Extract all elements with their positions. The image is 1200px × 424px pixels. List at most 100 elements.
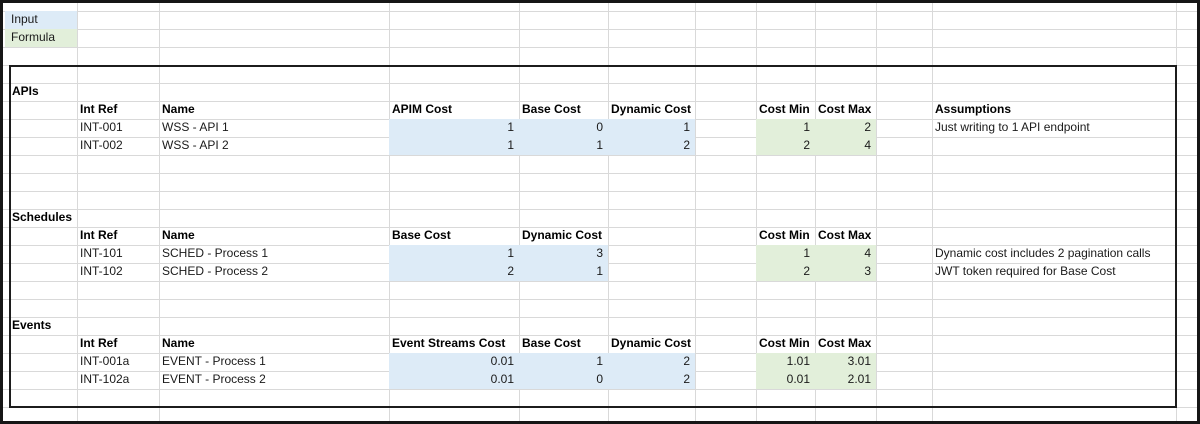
- header-name[interactable]: Name: [162, 336, 195, 350]
- cell-dynamic-cost[interactable]: 3: [596, 246, 603, 260]
- cell-int-ref[interactable]: INT-102a: [80, 372, 130, 386]
- empty-cell[interactable]: [932, 227, 1174, 245]
- empty-cell[interactable]: [608, 263, 695, 281]
- empty-cell[interactable]: [876, 245, 932, 263]
- table-row: INT-001a EVENT - Process 1 0.01 1 2 1.01…: [77, 353, 1174, 371]
- cell-dynamic-cost[interactable]: 2: [683, 372, 690, 386]
- header-int-ref[interactable]: Int Ref: [80, 336, 118, 350]
- cell-apim-cost[interactable]: 1: [507, 120, 514, 134]
- empty-cell[interactable]: [695, 101, 756, 119]
- cell-dynamic-cost[interactable]: 1: [683, 120, 690, 134]
- cell-cost-min[interactable]: 1.01: [786, 354, 810, 368]
- empty-cell[interactable]: [876, 119, 932, 137]
- header-cost-min[interactable]: Cost Min: [759, 336, 810, 350]
- cell-name[interactable]: SCHED - Process 2: [162, 264, 269, 278]
- empty-cell[interactable]: [695, 263, 756, 281]
- empty-cell[interactable]: [876, 137, 932, 155]
- cell-int-ref[interactable]: INT-101: [80, 246, 123, 260]
- header-cost-min[interactable]: Cost Min: [759, 102, 810, 116]
- cell-cost-max[interactable]: 4: [864, 138, 871, 152]
- header-base-cost[interactable]: Base Cost: [522, 102, 581, 116]
- empty-cell[interactable]: [932, 335, 1174, 353]
- empty-cell[interactable]: [876, 263, 932, 281]
- cell-dynamic-cost[interactable]: 1: [596, 264, 603, 278]
- cell-assumption[interactable]: JWT token required for Base Cost: [935, 264, 1116, 278]
- cell-base-cost[interactable]: 1: [507, 246, 514, 260]
- empty-cell[interactable]: [876, 227, 932, 245]
- cell-dynamic-cost[interactable]: 2: [683, 138, 690, 152]
- gridline-col-a: [77, 3, 78, 421]
- cell-name[interactable]: EVENT - Process 1: [162, 354, 266, 368]
- header-dynamic-cost[interactable]: Dynamic Cost: [611, 102, 692, 116]
- empty-cell[interactable]: [876, 371, 932, 389]
- header-int-ref[interactable]: Int Ref: [80, 102, 118, 116]
- empty-cell[interactable]: [876, 335, 932, 353]
- header-assumptions[interactable]: Assumptions: [935, 102, 1012, 116]
- empty-cell[interactable]: [695, 227, 756, 245]
- cell-cost-min[interactable]: 2: [803, 138, 810, 152]
- empty-cell[interactable]: [608, 245, 695, 263]
- cell-cost-max[interactable]: 4: [864, 246, 871, 260]
- cell-apim-cost[interactable]: 1: [507, 138, 514, 152]
- legend-formula-cell[interactable]: Formula: [5, 29, 77, 47]
- cell-base-cost[interactable]: 1: [596, 138, 603, 152]
- cell-int-ref[interactable]: INT-102: [80, 264, 123, 278]
- cell-cost-min[interactable]: 1: [803, 246, 810, 260]
- header-cost-max[interactable]: Cost Max: [818, 336, 872, 350]
- apis-header-row: Int Ref Name APIM Cost Base Cost Dynamic…: [77, 101, 1174, 119]
- header-event-streams-cost[interactable]: Event Streams Cost: [392, 336, 506, 350]
- horizontal-gridlines: [3, 3, 1197, 421]
- section-title-schedules[interactable]: Schedules: [12, 210, 73, 224]
- cell-cost-max[interactable]: 3.01: [847, 354, 871, 368]
- cell-assumption[interactable]: Just writing to 1 API endpoint: [935, 120, 1090, 134]
- header-name[interactable]: Name: [162, 102, 195, 116]
- empty-cell[interactable]: [695, 119, 756, 137]
- empty-cell[interactable]: [608, 227, 695, 245]
- cell-cost-min[interactable]: 2: [803, 264, 810, 278]
- cell-base-cost[interactable]: 2: [507, 264, 514, 278]
- header-base-cost[interactable]: Base Cost: [392, 228, 451, 242]
- cell-base-cost[interactable]: 1: [596, 354, 603, 368]
- cell-cost-min[interactable]: 0.01: [786, 372, 810, 386]
- header-name[interactable]: Name: [162, 228, 195, 242]
- header-cost-max[interactable]: Cost Max: [818, 228, 872, 242]
- cell-assumption[interactable]: [932, 371, 1174, 389]
- header-apim-cost[interactable]: APIM Cost: [392, 102, 452, 116]
- cell-assumption[interactable]: Dynamic cost includes 2 pagination calls: [935, 246, 1151, 260]
- empty-cell[interactable]: [695, 353, 756, 371]
- cell-name[interactable]: EVENT - Process 2: [162, 372, 266, 386]
- section-title-apis[interactable]: APIs: [12, 84, 39, 98]
- header-dynamic-cost[interactable]: Dynamic Cost: [522, 228, 603, 242]
- cell-assumption[interactable]: [932, 137, 1174, 155]
- header-int-ref[interactable]: Int Ref: [80, 228, 118, 242]
- section-title-events[interactable]: Events: [12, 318, 52, 332]
- empty-cell[interactable]: [695, 137, 756, 155]
- cell-int-ref[interactable]: INT-001a: [80, 354, 130, 368]
- cell-int-ref[interactable]: INT-002: [80, 138, 123, 152]
- cell-event-streams-cost[interactable]: 0.01: [490, 372, 514, 386]
- cell-cost-min[interactable]: 1: [803, 120, 810, 134]
- cell-assumption[interactable]: [932, 353, 1174, 371]
- cell-cost-max[interactable]: 3: [864, 264, 871, 278]
- cell-dynamic-cost[interactable]: 2: [683, 354, 690, 368]
- empty-cell[interactable]: [876, 353, 932, 371]
- empty-cell[interactable]: [695, 371, 756, 389]
- header-base-cost[interactable]: Base Cost: [522, 336, 581, 350]
- cell-cost-max[interactable]: 2.01: [847, 372, 871, 386]
- cell-base-cost[interactable]: 0: [596, 120, 603, 134]
- empty-cell[interactable]: [695, 245, 756, 263]
- legend-input-cell[interactable]: Input: [5, 11, 77, 29]
- header-cost-max[interactable]: Cost Max: [818, 102, 872, 116]
- header-dynamic-cost[interactable]: Dynamic Cost: [611, 336, 692, 350]
- cell-name[interactable]: WSS - API 2: [162, 138, 229, 152]
- empty-cell[interactable]: [695, 335, 756, 353]
- cell-name[interactable]: WSS - API 1: [162, 120, 229, 134]
- cell-event-streams-cost[interactable]: 0.01: [490, 354, 514, 368]
- header-cost-min[interactable]: Cost Min: [759, 228, 810, 242]
- cell-base-cost[interactable]: 0: [596, 372, 603, 386]
- cell-int-ref[interactable]: INT-001: [80, 120, 123, 134]
- empty-cell[interactable]: [876, 101, 932, 119]
- apis-input-fill: [389, 119, 695, 155]
- cell-cost-max[interactable]: 2: [864, 120, 871, 134]
- cell-name[interactable]: SCHED - Process 1: [162, 246, 269, 260]
